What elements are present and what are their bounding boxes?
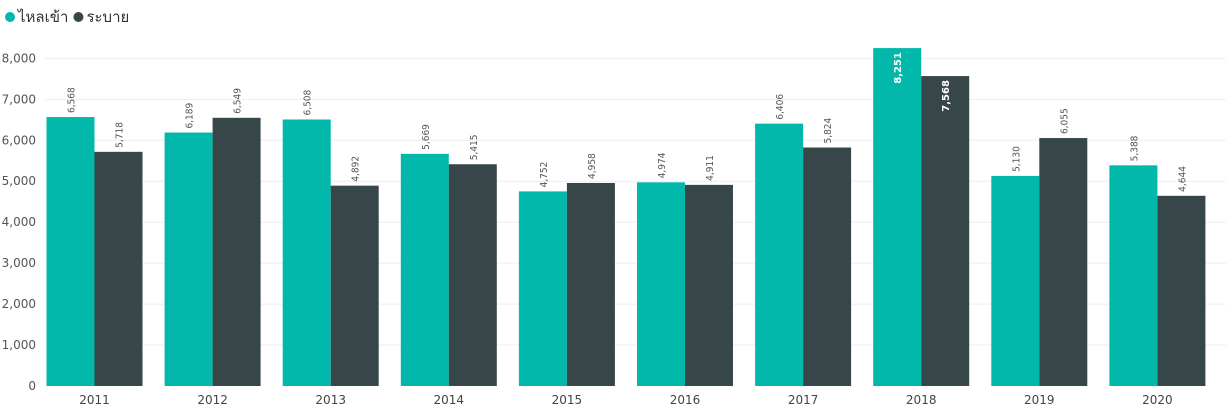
x-axis: 2011 2012 2013 2014 2015 2016 2017 2018 2019 2020: [79, 393, 1172, 407]
legend: ไหลเข้า ระบาย: [5, 8, 129, 26]
data-label-2015-0: 4,752: [539, 162, 550, 188]
legend-marker-0: [5, 12, 15, 22]
bar-2011-1: [94, 151, 143, 386]
data-label-2011-1: 5,718: [115, 122, 126, 148]
data-label-2017-1: 5,824: [823, 117, 834, 143]
x-tick-label: 2014: [434, 393, 465, 407]
data-label-2012-0: 6,189: [185, 103, 196, 129]
y-tick-label: 1,000: [2, 338, 36, 352]
data-label-2012-1: 6,549: [233, 88, 244, 114]
data-label-2015-1: 4,958: [587, 153, 598, 179]
bar-2012-1: [212, 117, 261, 386]
data-label-2014-1: 5,415: [469, 134, 480, 160]
y-tick-label: 8,000: [2, 51, 36, 65]
bar-2014-1: [448, 164, 497, 386]
x-tick-label: 2020: [1142, 393, 1173, 407]
data-label-2019-1: 6,055: [1059, 108, 1070, 134]
bar-2020-0: [1109, 165, 1158, 386]
x-tick-label: 2011: [79, 393, 110, 407]
bar-2018-0: [873, 48, 922, 387]
y-tick-label: 6,000: [2, 133, 36, 147]
data-label-2019-0: 5,130: [1011, 146, 1022, 172]
data-label-2016-1: 4,911: [705, 155, 716, 181]
x-tick-label: 2016: [670, 393, 701, 407]
x-tick-label: 2017: [788, 393, 819, 407]
data-label-2011-0: 6,568: [67, 87, 78, 113]
bar-2019-0: [991, 175, 1040, 386]
legend-marker-1: [73, 12, 84, 22]
bar-2019-1: [1039, 138, 1088, 386]
bar-2013-0: [282, 119, 331, 386]
x-tick-label: 2012: [197, 393, 228, 407]
data-label-2013-0: 6,508: [303, 89, 314, 115]
data-label-2018-0: 8,251: [893, 52, 904, 84]
bar-2017-1: [803, 147, 852, 386]
bar-2016-1: [685, 184, 733, 386]
legend-label-1: ระบาย: [86, 8, 129, 26]
bar-2020-1: [1157, 195, 1206, 386]
data-label-2014-0: 5,669: [421, 124, 432, 150]
data-labels: 6,568 5,718 6,189 6,549 6,508 4,892 5,669 5,415…: [67, 52, 1189, 192]
y-axis: 0 1,000 2,000 3,000 4,000 5,000 6,000 7,000 8,00…: [2, 51, 36, 393]
bar-2011-0: [46, 117, 95, 386]
data-label-2020-1: 4,644: [1177, 166, 1188, 192]
bar-2016-0: [637, 182, 685, 386]
bars: [46, 48, 1206, 387]
x-tick-label: 2018: [906, 393, 937, 407]
y-tick-label: 5,000: [2, 174, 36, 188]
bar-2017-0: [755, 123, 804, 386]
y-tick-label: 7,000: [2, 92, 36, 106]
data-label-2017-0: 6,406: [775, 94, 786, 120]
bar-2013-1: [330, 185, 379, 386]
bar-2012-0: [164, 132, 213, 386]
bar-2015-0: [518, 191, 567, 386]
data-label-2018-1: 7,568: [941, 80, 952, 112]
bar-2018-1: [921, 76, 970, 386]
bar-2015-1: [566, 182, 615, 386]
y-tick-label: 0: [28, 379, 36, 393]
x-tick-label: 2015: [552, 393, 583, 407]
data-label-2016-0: 4,974: [657, 152, 668, 178]
bar-2014-0: [400, 153, 449, 386]
y-tick-label: 4,000: [2, 215, 36, 229]
legend-label-0: ไหลเข้า: [17, 8, 68, 26]
x-tick-label: 2019: [1024, 393, 1055, 407]
data-label-2020-0: 5,388: [1129, 135, 1140, 161]
data-label-2013-1: 4,892: [351, 156, 362, 182]
y-tick-label: 2,000: [2, 297, 36, 311]
x-tick-label: 2013: [315, 393, 346, 407]
y-tick-label: 3,000: [2, 256, 36, 270]
